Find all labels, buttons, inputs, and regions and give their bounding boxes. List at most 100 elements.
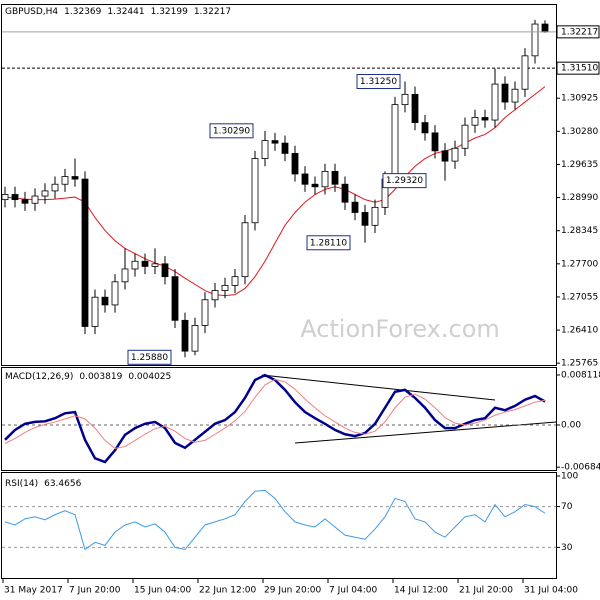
y-tick-label: 70 <box>561 502 573 512</box>
annotation-box <box>306 235 351 251</box>
candle-body <box>371 206 379 226</box>
candle-body <box>241 222 249 278</box>
candle-body <box>541 23 549 33</box>
candle-body <box>151 263 159 267</box>
candle-body <box>181 319 189 352</box>
ohlc-value: 1.32369 <box>64 7 101 17</box>
candle-body <box>111 281 119 306</box>
candle-body <box>71 176 79 180</box>
candle-body <box>141 260 149 267</box>
candle-body <box>201 299 209 326</box>
annotation-box <box>209 123 254 139</box>
price-panel-frame <box>1 4 557 366</box>
y-tick-label: 1.25765 <box>561 359 598 369</box>
indicator-title: MACD(12,26,9) <box>5 372 73 382</box>
macd-trendline <box>261 374 496 401</box>
indicator-line <box>4 378 546 449</box>
candle-body <box>11 194 19 201</box>
candle-body <box>441 150 449 162</box>
candle-body <box>171 276 179 321</box>
candle-body <box>271 140 279 144</box>
x-tick-label: 31 Jul 04:00 <box>524 586 578 596</box>
x-tick-label: 21 Jul 20:00 <box>459 586 513 596</box>
candle-body <box>231 276 239 286</box>
panel-title: GBPUSD,H4 1.32369 1.32441 1.32199 1.32217 <box>5 7 231 17</box>
candle-body <box>471 117 479 126</box>
indicator-title: RSI(14) <box>5 479 38 489</box>
candle-body <box>481 117 489 121</box>
annotation-label: 1.31250 <box>360 77 397 87</box>
y-tick-label: 0.008118 <box>561 370 600 380</box>
candle-body <box>81 178 89 327</box>
candle-body <box>421 122 429 134</box>
y-tick-label: 1.30280 <box>561 127 598 137</box>
candle-body <box>101 296 109 306</box>
candle-body <box>351 201 359 213</box>
rsi-panel-frame <box>1 472 557 579</box>
candle-body <box>361 212 369 226</box>
y-tick-label: 1.26410 <box>561 326 598 336</box>
y-tick-label: 1.28990 <box>561 193 598 203</box>
annotation-box <box>382 173 427 189</box>
y-tick-label: 1.30925 <box>561 94 598 104</box>
y-tick-label: 100 <box>561 472 578 482</box>
indicator-value: 63.4656 <box>44 479 81 489</box>
last-price-box <box>556 25 600 39</box>
candle-body <box>31 195 39 204</box>
annotation-label: 1.29320 <box>386 176 423 186</box>
x-tick-label: 7 Jun 20:00 <box>69 586 121 596</box>
x-tick-label: 29 Jun 20:00 <box>264 586 321 596</box>
x-tick-label: 15 Jun 04:00 <box>134 586 191 596</box>
candle-body <box>251 158 259 224</box>
panel-title: MACD(12,26,9) 0.003819 0.004025 <box>5 372 171 382</box>
y-tick-label: 30 <box>561 543 573 553</box>
candle-body <box>91 296 99 327</box>
annotation-label: 1.28110 <box>310 238 347 248</box>
candle-body <box>1 194 9 201</box>
level-label-box <box>556 61 600 75</box>
candle-body <box>391 104 399 180</box>
candle-body <box>531 23 539 57</box>
indicator-value: 0.004025 <box>128 372 171 382</box>
candle-body <box>261 140 269 159</box>
x-tick-label: 22 Jun 12:00 <box>199 586 256 596</box>
candle-body <box>191 325 199 352</box>
candle-body <box>311 183 319 188</box>
y-tick-label: 1.29635 <box>561 160 598 170</box>
candle-body <box>341 183 349 203</box>
candle-body <box>511 88 519 103</box>
level-label: 1.31510 <box>561 64 598 74</box>
candle-body <box>411 93 419 124</box>
candle-body <box>461 124 469 149</box>
y-tick-label: 1.28345 <box>561 226 598 236</box>
candle-body <box>291 153 299 175</box>
indicator-line <box>4 373 546 464</box>
y-tick-label: -0.006844 <box>561 463 600 473</box>
candle-body <box>21 199 29 204</box>
candle-body <box>61 176 69 185</box>
annotation-box <box>356 74 401 90</box>
candle-body <box>431 132 439 152</box>
watermark: ActionForex.com <box>300 315 500 343</box>
annotation-label: 1.30290 <box>213 126 250 136</box>
candle-body <box>401 93 409 106</box>
annotation-box <box>127 349 172 365</box>
candle-body <box>161 263 169 278</box>
macd-panel-frame <box>1 367 557 471</box>
candle-body <box>301 173 309 185</box>
candle-body <box>321 170 329 188</box>
last-price-label: 1.32217 <box>561 27 598 37</box>
indicator-line <box>4 489 546 551</box>
candle-body <box>521 55 529 90</box>
candle-body <box>491 83 499 121</box>
panel-title: RSI(14) 63.4656 <box>5 479 82 489</box>
x-tick-label: 31 May 2017 <box>4 586 63 596</box>
x-tick-label: 14 Jul 12:00 <box>394 586 448 596</box>
y-tick-label: 1.27700 <box>561 259 598 269</box>
candle-body <box>451 147 459 162</box>
y-tick-label: 0.00 <box>561 421 581 431</box>
candle-body <box>121 268 129 283</box>
